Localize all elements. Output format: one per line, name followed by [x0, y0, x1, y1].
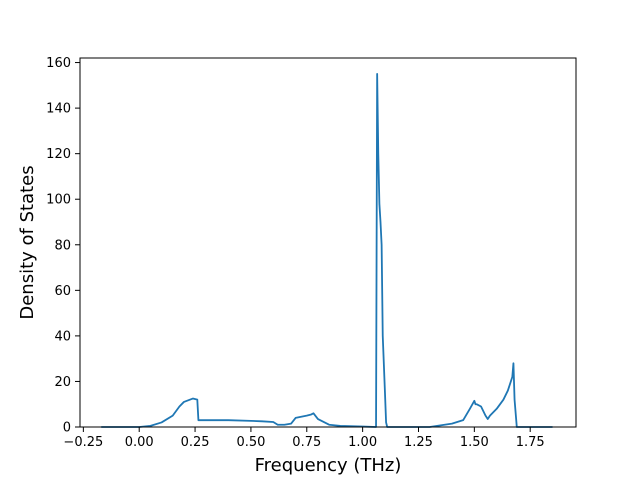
x-tick-label: 0.25	[181, 435, 210, 450]
x-tick-label: 1.50	[460, 435, 489, 450]
y-tick-label: 80	[54, 238, 71, 253]
x-axis-label: Frequency (THz)	[255, 455, 402, 476]
y-axis-ticks: 0 20 40 60 80 100 120 140 160	[46, 56, 80, 436]
y-tick-label: 60	[54, 284, 71, 299]
y-tick-label: 20	[54, 375, 71, 390]
y-tick-label: 0	[63, 421, 71, 436]
x-tick-label: 1.25	[404, 435, 433, 450]
y-tick-label: 140	[46, 102, 71, 117]
plot-layer	[101, 73, 553, 428]
x-axis-ticks: −0.25 0.00 0.25 0.50 0.75 1.00 1.25 1.50 1.75	[63, 427, 545, 450]
x-tick-label: 0.50	[236, 435, 265, 450]
x-tick-label: −0.25	[63, 435, 103, 450]
x-tick-label: 1.00	[348, 435, 377, 450]
y-tick-label: 120	[46, 147, 71, 162]
y-tick-label: 160	[46, 56, 71, 71]
dos-series-line	[101, 73, 553, 428]
axes-frame	[79, 57, 577, 428]
y-axis-label: Density of States	[17, 165, 38, 319]
y-tick-label: 100	[46, 193, 71, 208]
x-tick-label: 1.75	[516, 435, 545, 450]
y-tick-label: 40	[54, 329, 71, 344]
x-tick-label: 0.75	[292, 435, 321, 450]
x-tick-label: 0.00	[125, 435, 154, 450]
